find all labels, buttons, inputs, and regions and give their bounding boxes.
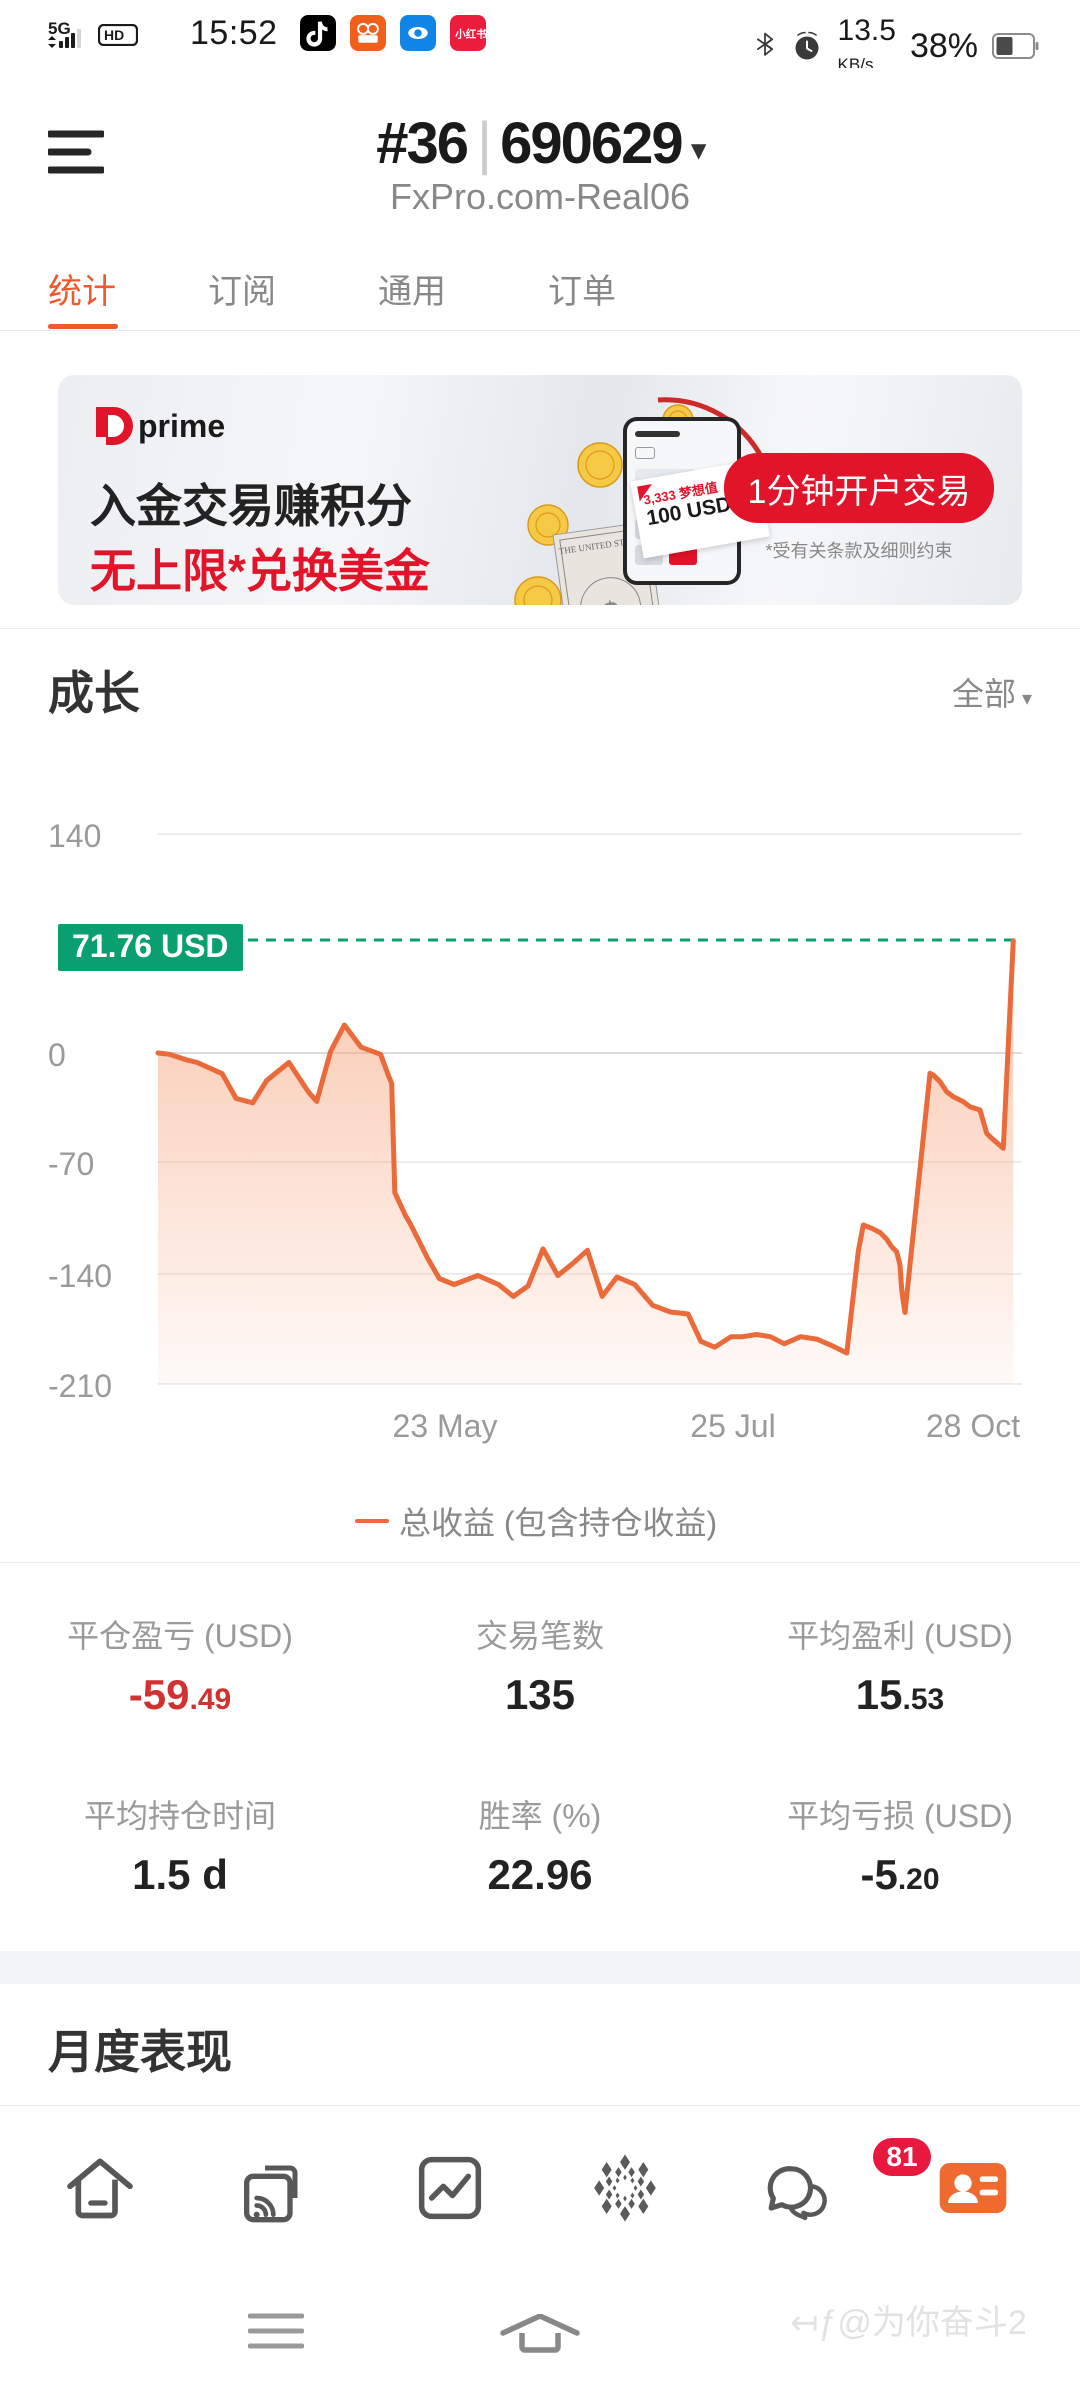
svg-text:小红书: 小红书 <box>454 28 486 41</box>
svg-text:5G: 5G <box>48 19 71 38</box>
svg-text:HD: HD <box>104 27 124 43</box>
